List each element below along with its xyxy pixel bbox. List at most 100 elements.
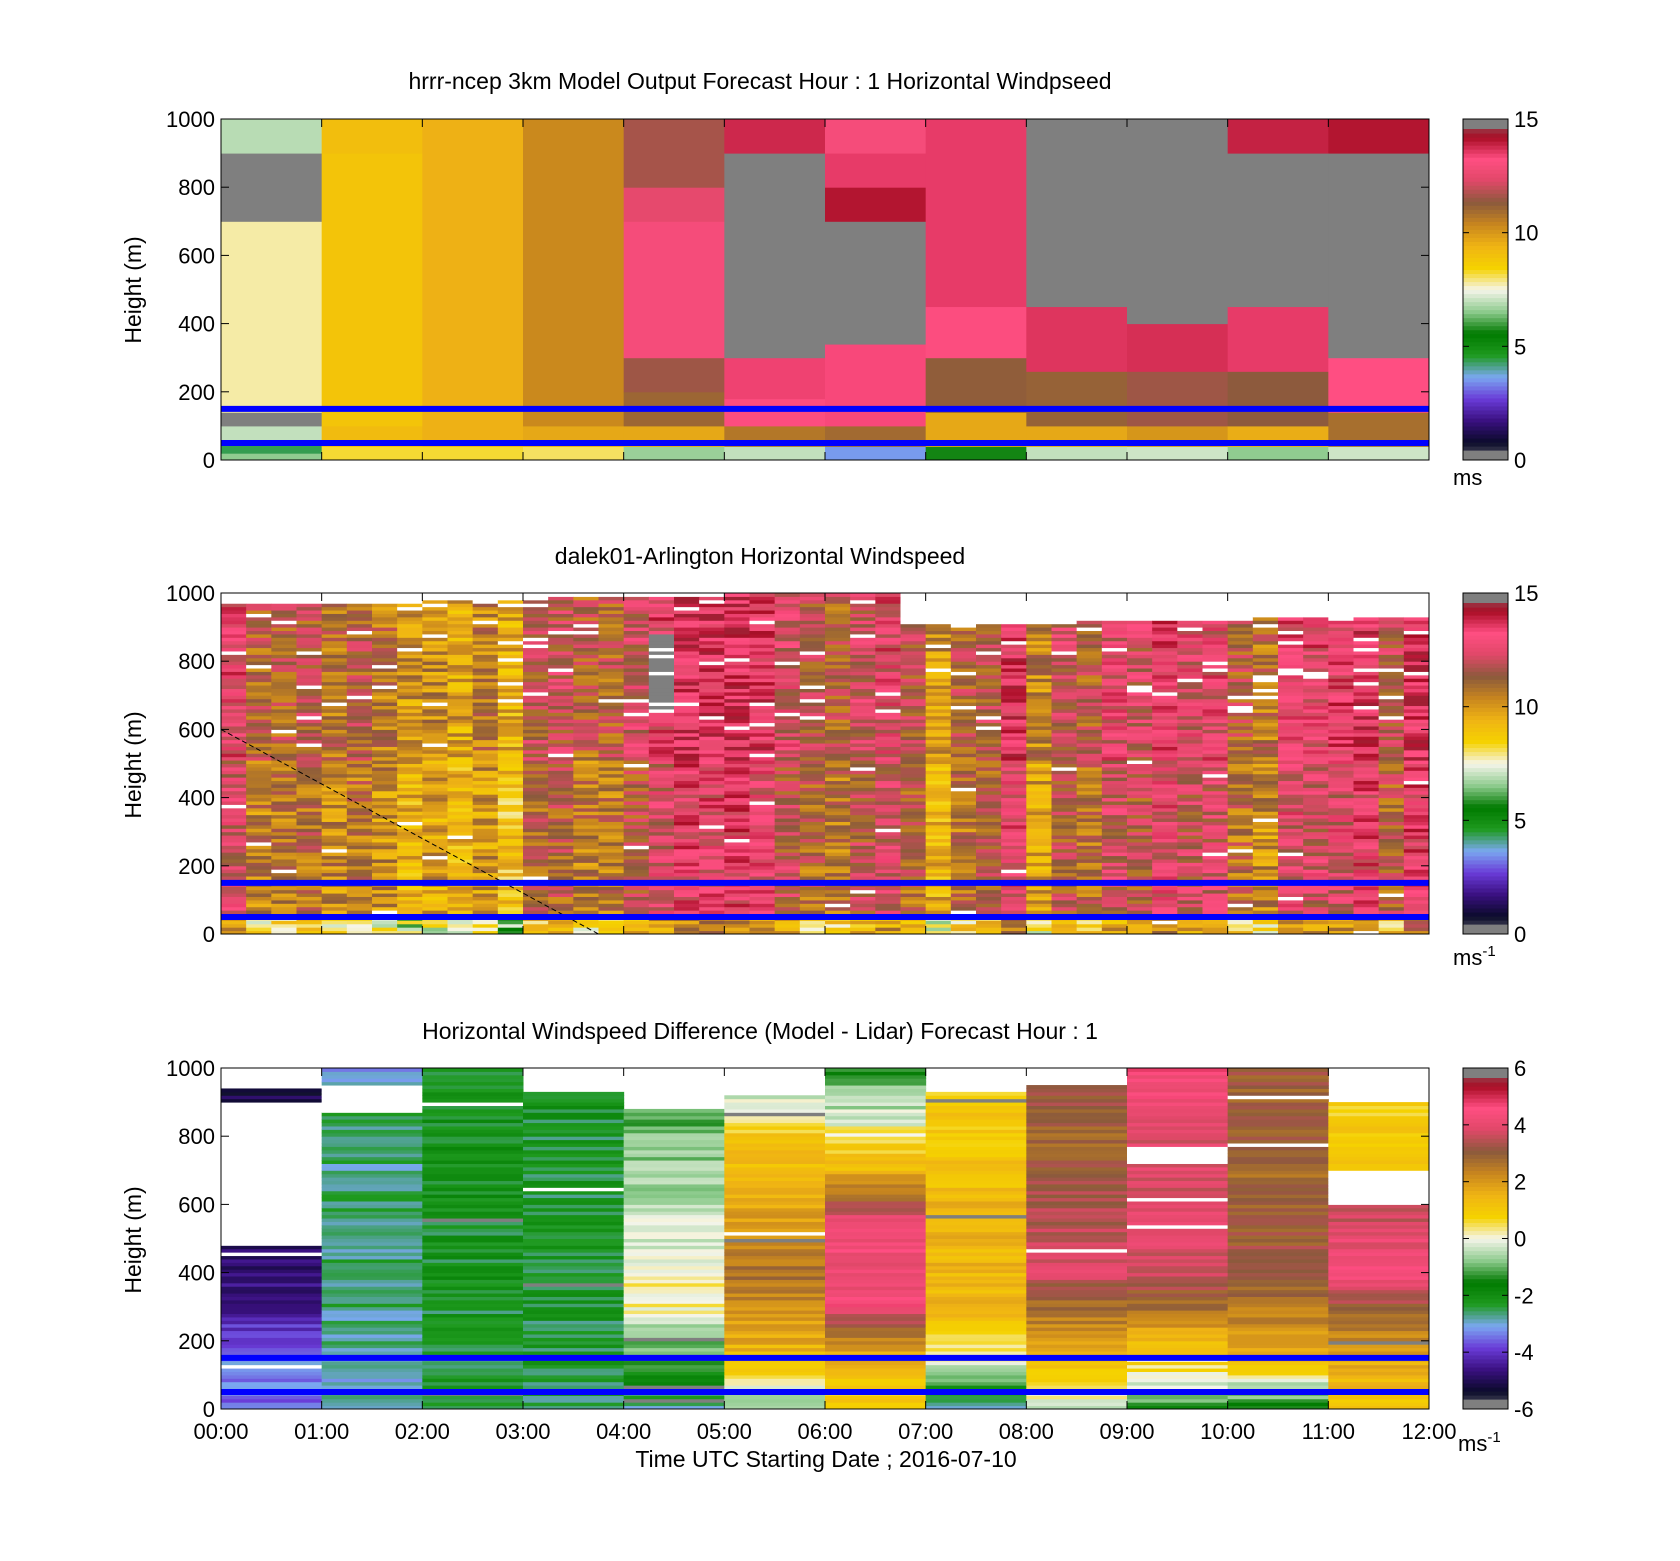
heatmap-cell (749, 668, 776, 672)
heatmap-cell (674, 743, 700, 747)
heatmap-cell (447, 797, 474, 802)
heatmap-cell (1152, 848, 1178, 853)
heatmap-cell (548, 760, 574, 764)
heatmap-cell (875, 920, 901, 925)
heatmap-cell (1278, 841, 1304, 846)
heatmap-cell (699, 811, 725, 816)
heatmap-cell (900, 845, 927, 850)
heatmap-cell (1101, 668, 1128, 672)
heatmap-cell (321, 828, 348, 833)
heatmap-cell (321, 889, 348, 894)
heatmap-cell (623, 814, 650, 819)
heatmap-cell (397, 783, 423, 788)
heatmap-cell (246, 910, 272, 915)
heatmap-cell (397, 705, 423, 710)
heatmap-cell (548, 668, 574, 672)
heatmap-cell (875, 869, 901, 874)
heatmap-cell (1378, 657, 1405, 662)
heatmap-cell (296, 787, 323, 792)
heatmap-cell (1177, 811, 1203, 816)
heatmap-cell (749, 899, 776, 904)
heatmap-cell (699, 613, 725, 618)
heatmap-cell (422, 657, 448, 662)
heatmap-cell (523, 705, 549, 710)
heatmap-cell (1278, 862, 1304, 867)
heatmap-cell (573, 739, 599, 744)
heatmap-cell (1303, 876, 1329, 880)
heatmap-cell (447, 790, 474, 795)
heatmap-cell (623, 818, 650, 822)
heatmap-cell (1026, 889, 1052, 894)
heatmap-cell (1278, 633, 1304, 638)
heatmap-cell (221, 893, 247, 897)
heatmap-cell (296, 647, 323, 652)
colorbar-swatch (1463, 225, 1508, 230)
heatmap-cell (573, 715, 599, 720)
heatmap-cell (774, 623, 801, 628)
heatmap-cell (1127, 828, 1153, 833)
heatmap-cell (447, 657, 474, 662)
heatmap-cell (699, 756, 725, 761)
heatmap-cell (346, 889, 373, 894)
heatmap-cell (875, 688, 901, 693)
heatmap-cell (422, 603, 448, 608)
heatmap-cell (372, 698, 398, 703)
heatmap-cell (799, 633, 826, 638)
heatmap-column (799, 593, 826, 934)
heatmap-cell (724, 831, 750, 836)
heatmap-cell (246, 930, 272, 934)
heatmap-cell (623, 930, 650, 934)
heatmap-cell (724, 599, 750, 604)
heatmap-cell (447, 691, 474, 696)
heatmap-cell (724, 633, 750, 638)
heatmap-cell (321, 650, 348, 655)
heatmap-cell (623, 647, 650, 652)
heatmap-cell (346, 644, 373, 649)
heatmap-cell (724, 664, 750, 669)
heatmap-cell (221, 712, 247, 717)
heatmap-cell (724, 804, 750, 809)
heatmap-cell (875, 930, 901, 934)
heatmap-cell (598, 804, 625, 809)
heatmap-cell (1101, 698, 1128, 703)
heatmap-cell (699, 729, 725, 734)
heatmap-cell (1378, 620, 1405, 625)
heatmap-cell (674, 674, 700, 679)
heatmap-cell (598, 766, 625, 771)
heatmap-cell (925, 910, 952, 915)
heatmap-cell (447, 698, 474, 703)
heatmap-cell (422, 705, 448, 710)
heatmap-cell (1152, 630, 1178, 635)
heatmap-cell (523, 678, 549, 683)
heatmap-cell (221, 647, 247, 652)
heatmap-cell (1001, 903, 1027, 908)
heatmap-cell (1328, 654, 1354, 659)
heatmap-cell (648, 633, 675, 638)
heatmap-cell (925, 739, 952, 744)
heatmap-cell (523, 722, 549, 727)
heatmap-cell (1152, 705, 1178, 710)
heatmap-cell (648, 630, 675, 635)
heatmap-cell (1328, 627, 1354, 632)
heatmap-cell (1051, 650, 1078, 655)
heatmap-cell (950, 780, 977, 785)
heatmap-cell (1177, 831, 1203, 836)
heatmap-cell (447, 599, 474, 604)
heatmap-cell (497, 862, 524, 867)
heatmap-cell (825, 780, 851, 785)
heatmap-cell (1303, 780, 1329, 785)
heatmap-cell (900, 906, 927, 911)
heatmap-cell (925, 698, 952, 703)
heatmap-cell (749, 705, 776, 710)
heatmap-cell (699, 773, 725, 778)
heatmap-cell (397, 841, 423, 846)
heatmap-cell (1278, 818, 1304, 822)
heatmap-cell (372, 637, 398, 642)
heatmap-cell (472, 661, 499, 666)
heatmap-cell (397, 613, 423, 618)
heatmap-cell (397, 770, 423, 775)
heatmap-cell (648, 893, 675, 897)
heatmap-cell (1303, 927, 1329, 932)
heatmap-cell (623, 753, 650, 758)
heatmap-cell (1026, 681, 1052, 686)
